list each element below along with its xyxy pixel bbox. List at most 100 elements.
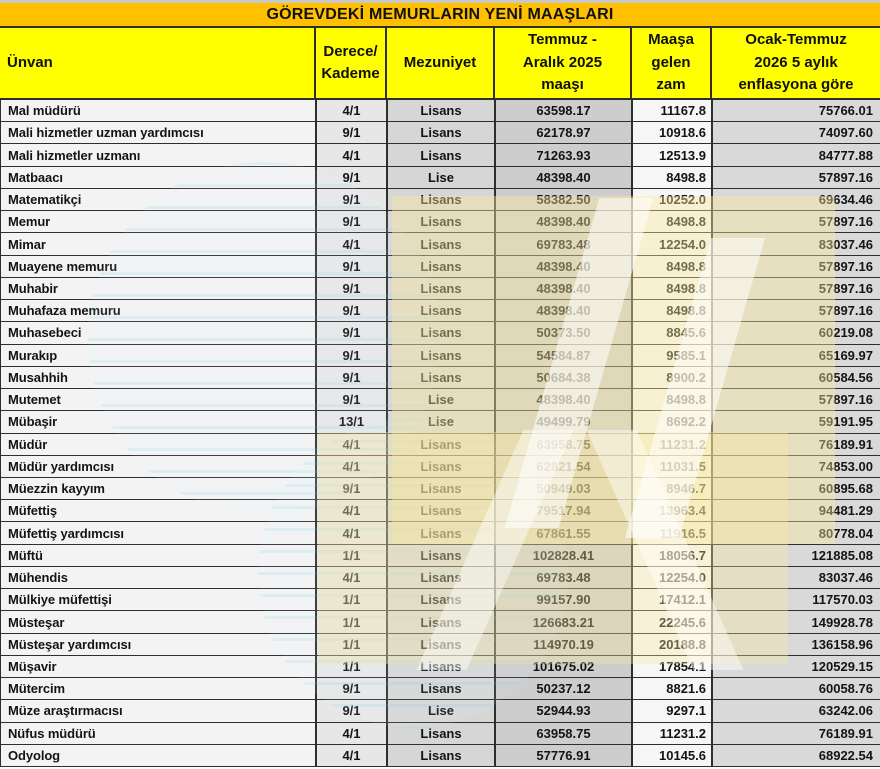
cell-temmuz-aralik-2025-maasi: 48398.40	[496, 211, 633, 233]
cell-temmuz-aralik-2025-maasi: 48398.40	[496, 389, 633, 411]
cell-derece-kademe: 9/1	[317, 277, 388, 300]
cell-unvan: Mübaşir	[1, 411, 317, 433]
cell-derece-kademe: 9/1	[317, 366, 388, 389]
cell-mezuniyet: Lisans	[388, 144, 496, 166]
cell-derece-kademe: 4/1	[317, 500, 388, 522]
cell-temmuz-aralik-2025-maasi: 48398.40	[496, 300, 633, 322]
cell-derece-kademe: 9/1	[317, 122, 388, 144]
cell-temmuz-aralik-2025-maasi: 50237.12	[496, 678, 633, 700]
cell-unvan: Müdür	[1, 433, 317, 455]
cell-maasa-gelen-zam: 22245.6	[633, 611, 713, 633]
cell-maasa-gelen-zam: 8498.8	[633, 211, 713, 233]
cell-mezuniyet: Lisans	[388, 655, 496, 678]
cell-ocak-temmuz-2026: 60219.08	[713, 322, 880, 344]
cell-unvan: Matematikçi	[1, 188, 317, 211]
cell-derece-kademe: 9/1	[317, 700, 388, 722]
cell-mezuniyet: Lisans	[388, 366, 496, 389]
cell-unvan: Mutemet	[1, 389, 317, 411]
cell-temmuz-aralik-2025-maasi: 102828.41	[496, 544, 633, 566]
cell-unvan: Musahhih	[1, 366, 317, 389]
cell-ocak-temmuz-2026: 57897.16	[713, 255, 880, 277]
cell-unvan: Mali hizmetler uzmanı	[1, 144, 317, 166]
cell-maasa-gelen-zam: 11231.2	[633, 433, 713, 455]
cell-maasa-gelen-zam: 8498.8	[633, 389, 713, 411]
cell-mezuniyet: Lisans	[388, 277, 496, 300]
cell-ocak-temmuz-2026: 74097.60	[713, 122, 880, 144]
cell-temmuz-aralik-2025-maasi: 58382.50	[496, 188, 633, 211]
cell-mezuniyet: Lisans	[388, 544, 496, 566]
cell-temmuz-aralik-2025-maasi: 50684.38	[496, 366, 633, 389]
cell-maasa-gelen-zam: 11031.5	[633, 455, 713, 477]
cell-unvan: Mütercim	[1, 678, 317, 700]
column-header-ocak-temmuz-2026: Ocak-Temmuz 2026 5 aylık enflasyona göre	[712, 28, 880, 98]
cell-unvan: Muayene memuru	[1, 255, 317, 277]
cell-temmuz-aralik-2025-maasi: 57776.91	[496, 744, 633, 767]
cell-unvan: Mali hizmetler uzman yardımcısı	[1, 122, 317, 144]
cell-derece-kademe: 4/1	[317, 566, 388, 589]
table-row: Muayene memuru 9/1 Lisans 48398.40 8498.…	[1, 255, 880, 278]
cell-temmuz-aralik-2025-maasi: 48398.40	[496, 255, 633, 277]
cell-mezuniyet: Lisans	[388, 500, 496, 522]
cell-ocak-temmuz-2026: 57897.16	[713, 277, 880, 300]
cell-mezuniyet: Lisans	[388, 522, 496, 544]
cell-ocak-temmuz-2026: 74853.00	[713, 455, 880, 477]
cell-maasa-gelen-zam: 18056.7	[633, 544, 713, 566]
cell-derece-kademe: 9/1	[317, 255, 388, 277]
cell-temmuz-aralik-2025-maasi: 50949.03	[496, 477, 633, 500]
cell-ocak-temmuz-2026: 80778.04	[713, 522, 880, 544]
cell-maasa-gelen-zam: 8498.8	[633, 277, 713, 300]
cell-ocak-temmuz-2026: 76189.91	[713, 433, 880, 455]
cell-derece-kademe: 4/1	[317, 722, 388, 744]
table-row: Mühendis 4/1 Lisans 69783.48 12254.0 830…	[1, 566, 880, 590]
cell-temmuz-aralik-2025-maasi: 63598.17	[496, 100, 633, 122]
cell-temmuz-aralik-2025-maasi: 126683.21	[496, 611, 633, 633]
cell-mezuniyet: Lise	[388, 166, 496, 188]
table-row: Müdür yardımcısı 4/1 Lisans 62821.54 110…	[1, 455, 880, 478]
cell-mezuniyet: Lisans	[388, 255, 496, 277]
table-row: Odyolog 4/1 Lisans 57776.91 10145.6 6892…	[1, 744, 880, 768]
cell-ocak-temmuz-2026: 83037.46	[713, 233, 880, 255]
cell-temmuz-aralik-2025-maasi: 50373.50	[496, 322, 633, 344]
cell-unvan: Muhasebeci	[1, 322, 317, 344]
cell-maasa-gelen-zam: 17412.1	[633, 589, 713, 611]
column-header-maasa-gelen-zam: Maaşa gelen zam	[632, 28, 712, 98]
cell-ocak-temmuz-2026: 120529.15	[713, 655, 880, 678]
cell-maasa-gelen-zam: 12513.9	[633, 144, 713, 166]
table-row: Müezzin kayyım 9/1 Lisans 50949.03 8946.…	[1, 477, 880, 501]
cell-unvan: Müfettiş	[1, 500, 317, 522]
cell-temmuz-aralik-2025-maasi: 63958.75	[496, 722, 633, 744]
cell-mezuniyet: Lisans	[388, 122, 496, 144]
cell-unvan: Müsteşar yardımcısı	[1, 633, 317, 655]
cell-unvan: Müezzin kayyım	[1, 477, 317, 500]
cell-mezuniyet: Lise	[388, 411, 496, 433]
cell-mezuniyet: Lisans	[388, 322, 496, 344]
cell-ocak-temmuz-2026: 59191.95	[713, 411, 880, 433]
cell-unvan: Mal müdürü	[1, 100, 317, 122]
cell-unvan: Nüfus müdürü	[1, 722, 317, 744]
table-row: Mülkiye müfettişi 1/1 Lisans 99157.90 17…	[1, 589, 880, 612]
cell-ocak-temmuz-2026: 121885.08	[713, 544, 880, 566]
cell-ocak-temmuz-2026: 57897.16	[713, 166, 880, 188]
cell-ocak-temmuz-2026: 149928.78	[713, 611, 880, 633]
cell-unvan: Müsteşar	[1, 611, 317, 633]
cell-ocak-temmuz-2026: 84777.88	[713, 144, 880, 166]
table-row: Mübaşir 13/1 Lise 49499.79 8692.2 59191.…	[1, 411, 880, 434]
table-row: Müze araştırmacısı 9/1 Lise 52944.93 929…	[1, 700, 880, 723]
cell-maasa-gelen-zam: 8692.2	[633, 411, 713, 433]
cell-temmuz-aralik-2025-maasi: 101675.02	[496, 655, 633, 678]
table-row: Mali hizmetler uzman yardımcısı 9/1 Lisa…	[1, 122, 880, 145]
cell-unvan: Mülkiye müfettişi	[1, 589, 317, 611]
cell-derece-kademe: 4/1	[317, 455, 388, 477]
cell-unvan: Mühendis	[1, 566, 317, 589]
cell-derece-kademe: 9/1	[317, 477, 388, 500]
cell-temmuz-aralik-2025-maasi: 114970.19	[496, 633, 633, 655]
cell-mezuniyet: Lisans	[388, 611, 496, 633]
table-row: Matbaacı 9/1 Lise 48398.40 8498.8 57897.…	[1, 166, 880, 189]
table-row: Memur 9/1 Lisans 48398.40 8498.8 57897.1…	[1, 211, 880, 234]
cell-ocak-temmuz-2026: 94481.29	[713, 500, 880, 522]
cell-temmuz-aralik-2025-maasi: 63958.75	[496, 433, 633, 455]
cell-derece-kademe: 9/1	[317, 300, 388, 322]
cell-ocak-temmuz-2026: 76189.91	[713, 722, 880, 744]
cell-temmuz-aralik-2025-maasi: 48398.40	[496, 277, 633, 300]
table-row: Mimar 4/1 Lisans 69783.48 12254.0 83037.…	[1, 233, 880, 256]
